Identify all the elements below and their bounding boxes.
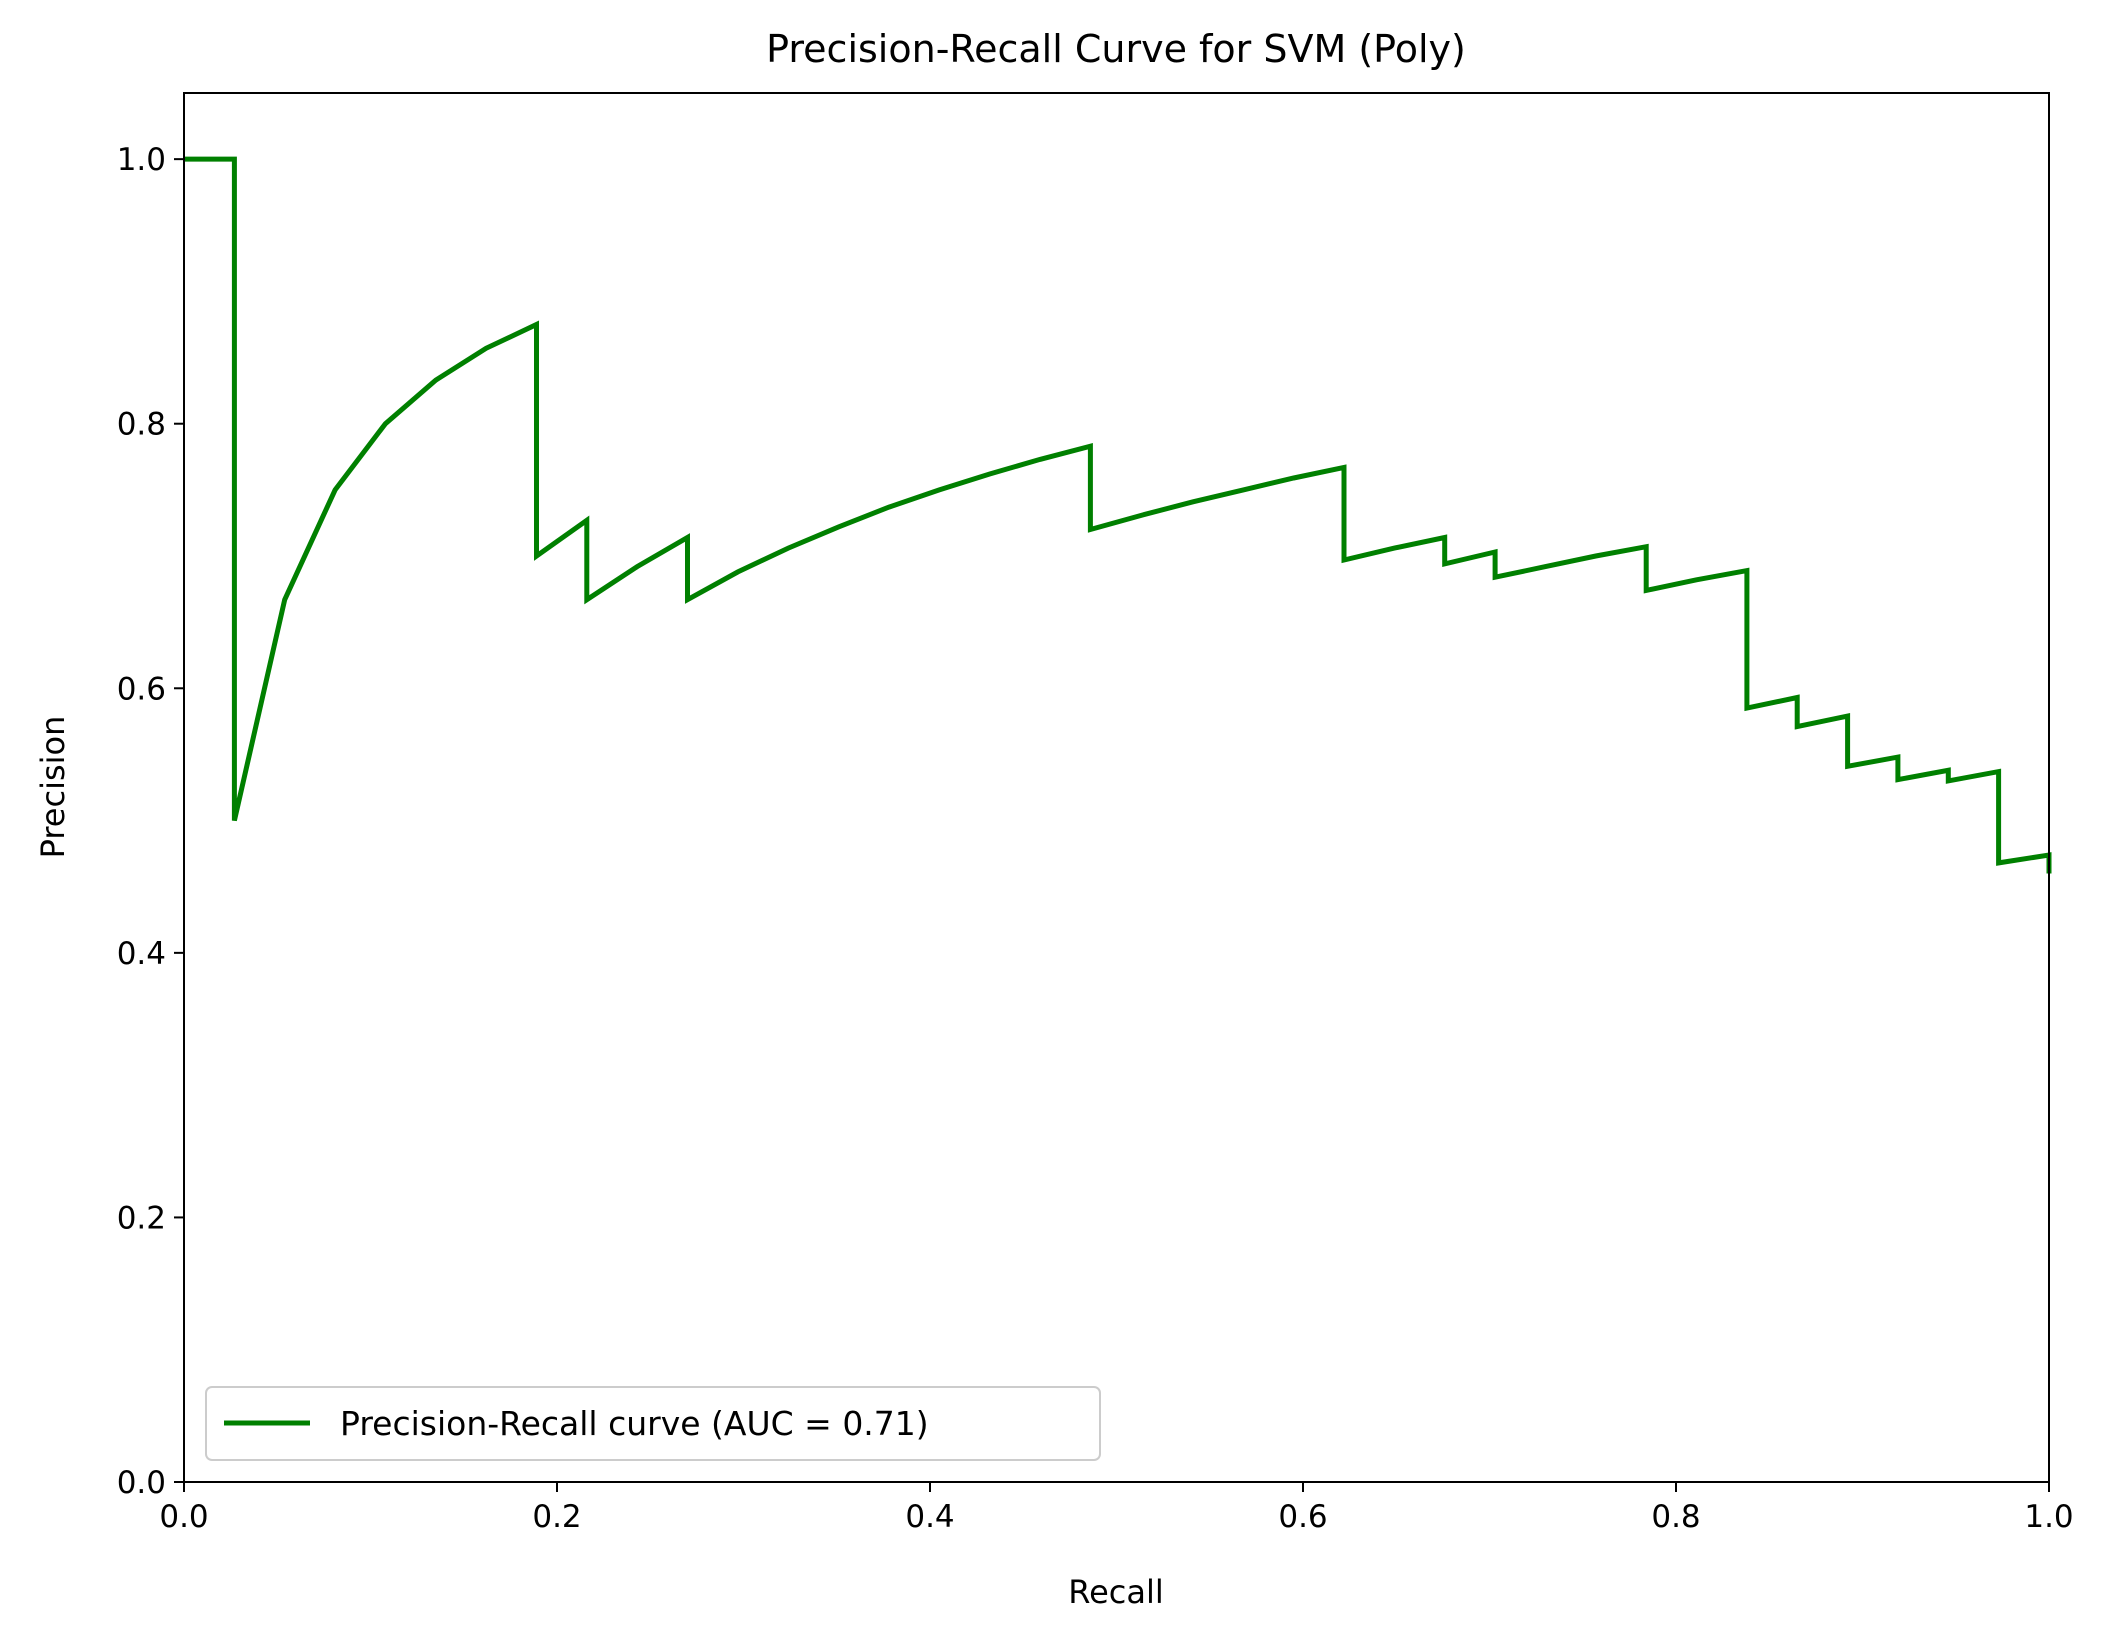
- curve-layer: [184, 156, 2052, 874]
- y-tick-label: 0.8: [117, 407, 166, 443]
- x-axis-ticks: 0.0 0.2 0.4 0.6 0.8 1.0: [159, 1482, 2074, 1535]
- y-axis-label: Precision: [34, 716, 72, 859]
- x-tick-label: 1.0: [2024, 1499, 2073, 1535]
- y-axis-ticks: 0.0 0.2 0.4 0.6 0.8 1.0: [117, 142, 184, 1501]
- y-tick-label: 0.4: [117, 936, 166, 972]
- y-tick-label: 0.6: [117, 671, 166, 707]
- x-tick-label: 0.4: [905, 1499, 954, 1535]
- plot-area-frame: [183, 92, 2050, 1483]
- x-tick-label: 0.8: [1651, 1499, 1700, 1535]
- legend-box: [205, 1386, 1101, 1461]
- x-axis-label: Recall: [1068, 1573, 1163, 1611]
- series-line-0: [184, 156, 2052, 874]
- x-tick-label: 0.0: [159, 1499, 208, 1535]
- x-tick-label: 0.2: [532, 1499, 581, 1535]
- legend: Precision-Recall curve (AUC = 0.71): [205, 1386, 1101, 1461]
- x-tick-label: 0.6: [1278, 1499, 1327, 1535]
- y-tick-label: 1.0: [117, 142, 166, 178]
- legend-entry-label: Precision-Recall curve (AUC = 0.71): [340, 1404, 929, 1443]
- chart-title: Precision-Recall Curve for SVM (Poly): [766, 27, 1466, 71]
- y-tick-label: 0.2: [117, 1200, 166, 1236]
- y-tick-label: 0.0: [117, 1465, 166, 1501]
